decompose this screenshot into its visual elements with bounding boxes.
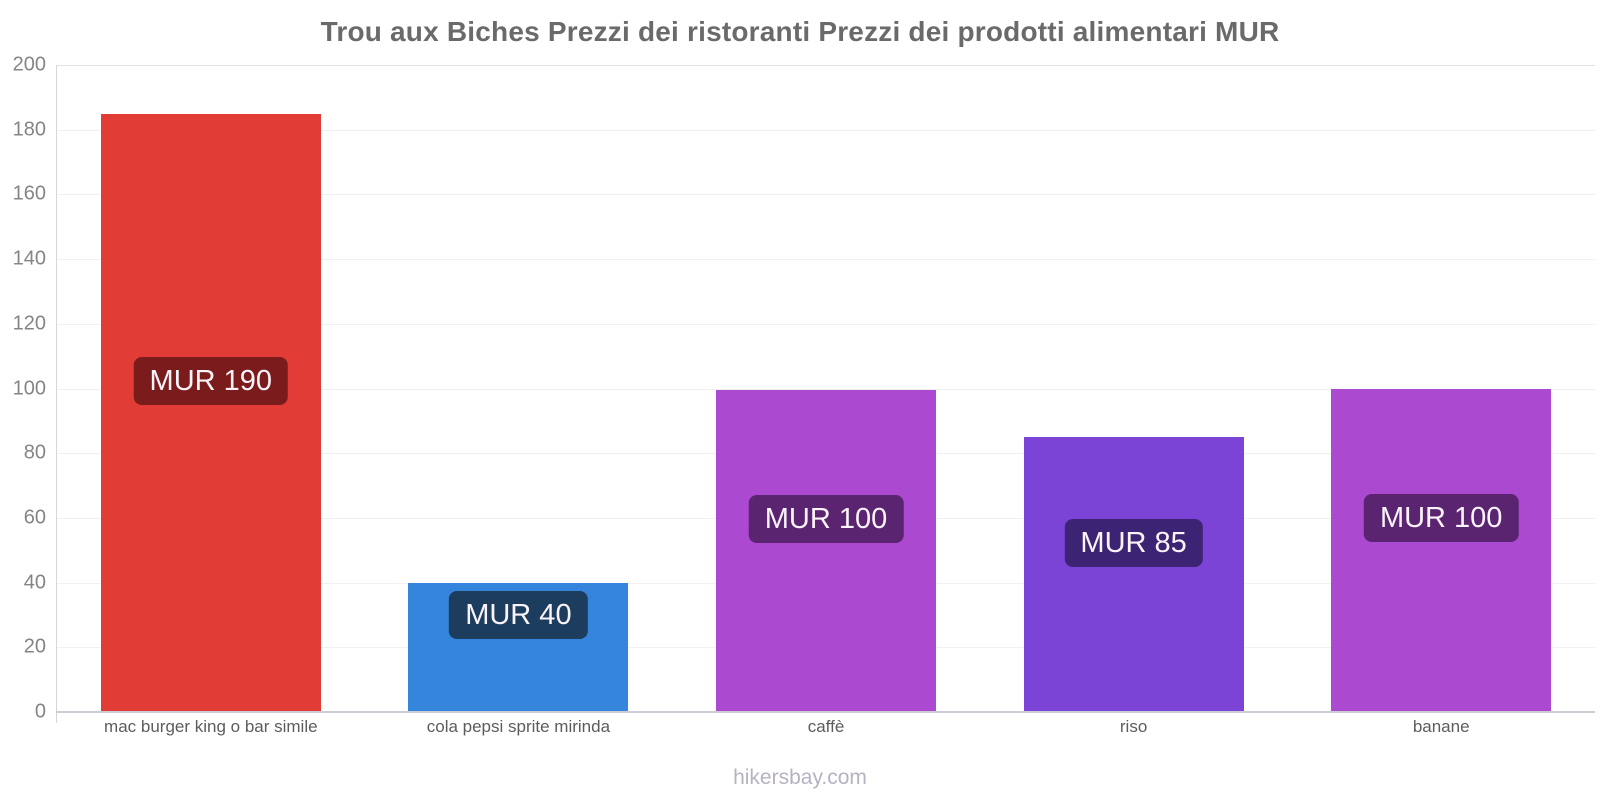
y-tick-label-100: 100 [12,377,46,399]
gridline-180 [57,129,1595,131]
bar-value-badge: MUR 40 [449,591,588,640]
bar-value-badge: MUR 100 [1363,494,1519,543]
y-tick-label-120: 120 [12,312,46,335]
y-tick-label-80: 80 [23,441,46,464]
plot-area: MUR 190 MUR 40 MUR 100 MUR 85 MUR 100 [57,65,1595,712]
x-label-riso: riso [1119,717,1148,736]
x-label-cola-pepsi-sprite-mirinda: cola pepsi sprite mirinda [426,717,611,736]
bar-value-badge: MUR 85 [1064,518,1203,567]
x-label-caffè: caffè [807,717,845,736]
watermark: hikersbay.com [733,766,867,789]
y-tick-label-180: 180 [12,118,46,141]
bar-mac-burger-king-o-bar-simile: MUR 190 [100,113,321,712]
bar-riso: MUR 85 [1023,437,1244,712]
gridline-140 [57,259,1595,261]
y-tick-label-0: 0 [34,700,46,723]
chart-title: Trou aux Biches Prezzi dei ristoranti Pr… [320,16,1280,47]
bar-value-badge: MUR 190 [133,356,289,405]
y-tick-label-20: 20 [23,635,46,658]
x-label-banane: banane [1412,717,1470,736]
bar-cola-pepsi-sprite-mirinda: MUR 40 [408,582,629,712]
gridline-200 [57,65,1595,66]
y-tick-label-40: 40 [23,571,46,594]
gridline-100 [57,388,1595,390]
gridline-120 [57,323,1595,325]
bar-banane: MUR 100 [1331,388,1552,712]
y-tick-label-200: 200 [12,53,46,76]
y-axis-line [56,65,57,723]
gridline-160 [57,194,1595,196]
bar-value-badge: MUR 100 [748,495,904,544]
bar-caffè: MUR 100 [716,390,936,712]
y-tick-label-160: 160 [12,182,46,205]
x-label-mac-burger-king-o-bar-simile: mac burger king o bar simile [104,717,318,736]
y-tick-label-140: 140 [12,247,46,270]
y-tick-label-60: 60 [23,506,46,529]
x-axis-baseline [56,711,1595,713]
